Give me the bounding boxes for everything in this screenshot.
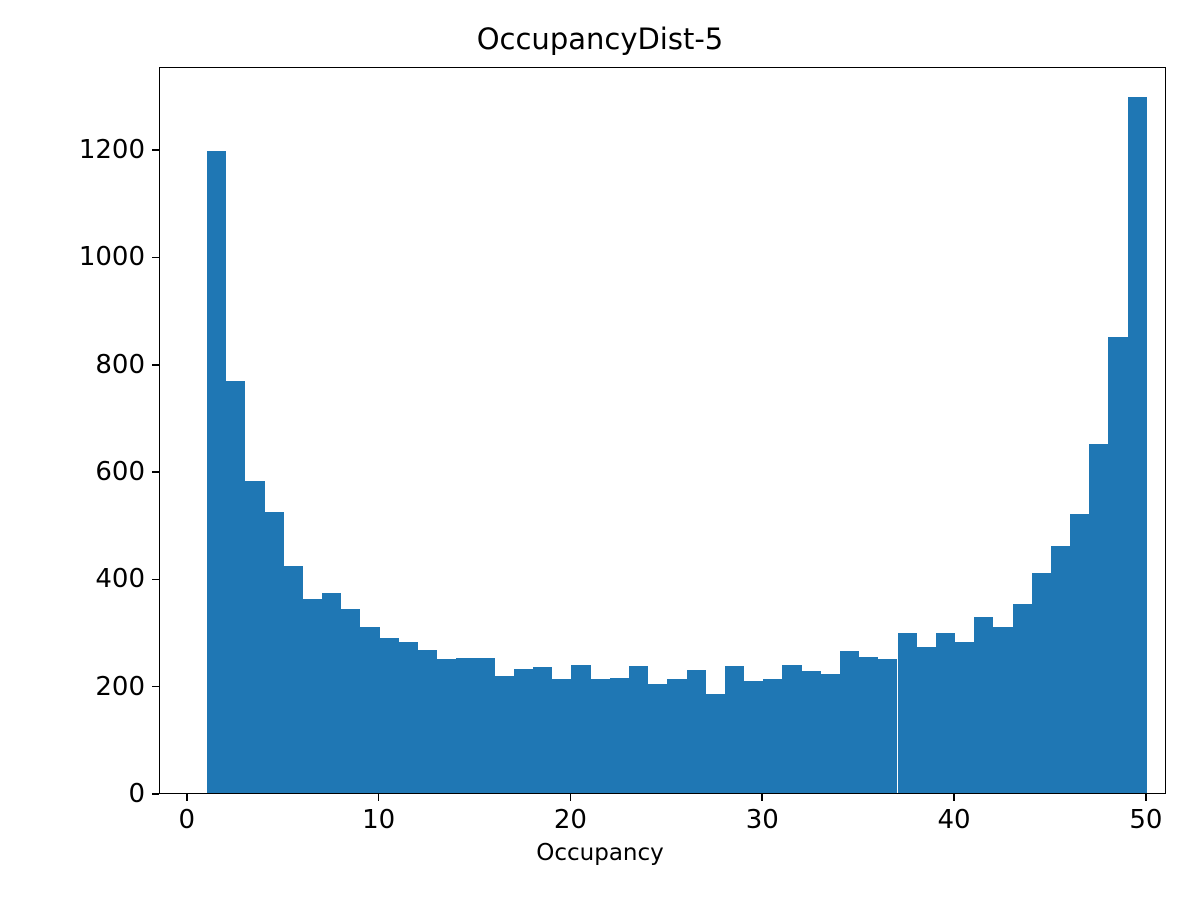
chart-title: OccupancyDist-5 [476, 22, 724, 56]
histogram-bar [801, 670, 821, 793]
x-tick-mark [186, 794, 188, 801]
histogram-bar [341, 608, 361, 793]
histogram-bar [322, 593, 342, 793]
y-tick-label: 1200 [78, 135, 145, 166]
x-tick-label: 50 [1129, 805, 1163, 835]
x-axis-label: Occupancy [536, 840, 664, 866]
histogram-bar [1012, 604, 1032, 793]
histogram-bar [763, 679, 783, 793]
histogram-bar [609, 677, 629, 793]
histogram-bar [859, 657, 879, 793]
y-tick-mark [152, 578, 159, 581]
y-tick-label: 1000 [78, 242, 145, 273]
x-tick-label: 40 [937, 805, 971, 835]
x-tick-mark [1145, 794, 1147, 801]
histogram-bar [398, 642, 418, 793]
histogram-bar [360, 626, 380, 793]
histogram-bar [686, 670, 706, 793]
histogram-bar [283, 565, 303, 793]
histogram-bar [782, 665, 802, 793]
histogram-bar [302, 598, 323, 793]
y-tick-label: 0 [128, 779, 145, 809]
x-tick-label: 20 [553, 805, 587, 835]
histogram-bar [1031, 573, 1051, 793]
histogram-bar [1050, 546, 1071, 793]
histogram-bar [744, 680, 764, 793]
histogram-bar [437, 659, 457, 793]
histogram-bars [160, 68, 1165, 793]
histogram-bar [533, 667, 553, 793]
x-tick-label: 0 [178, 805, 196, 835]
histogram-bar [667, 679, 687, 793]
histogram-bar [628, 666, 649, 793]
plot-area [159, 67, 1166, 794]
y-tick-label: 600 [95, 457, 145, 488]
histogram-bar [417, 649, 438, 793]
histogram-bar [590, 678, 610, 793]
y-tick-mark [152, 256, 159, 259]
x-tick-mark [377, 794, 380, 801]
histogram-bar [264, 512, 284, 793]
histogram-bar [552, 678, 572, 793]
x-tick-mark [953, 794, 955, 801]
histogram-bar [475, 658, 495, 793]
y-tick-mark [152, 685, 159, 688]
histogram-bar [245, 481, 265, 793]
x-tick-label: 10 [362, 805, 396, 835]
x-tick-mark [569, 794, 572, 801]
histogram-bar [1089, 444, 1109, 793]
histogram-bar [878, 659, 898, 793]
y-tick-label: 400 [95, 564, 145, 595]
y-tick-label: 800 [95, 349, 145, 380]
histogram-bar [955, 642, 975, 793]
histogram-bar [1108, 336, 1128, 793]
y-tick-mark [152, 793, 159, 795]
histogram-bar [820, 673, 840, 793]
histogram-bar [724, 666, 745, 793]
histogram-bar [1070, 514, 1090, 793]
histogram-bar [839, 650, 860, 793]
histogram-bar [916, 646, 936, 793]
histogram-bar [494, 675, 514, 793]
histogram-bar [379, 638, 399, 793]
y-tick-label: 200 [95, 671, 145, 702]
histogram-bar [571, 664, 591, 793]
histogram-bar [1127, 97, 1147, 793]
x-tick-label: 30 [745, 805, 779, 835]
histogram-bar [456, 657, 476, 793]
histogram-bar [226, 380, 246, 793]
histogram-bar [974, 617, 994, 793]
histogram-bar [993, 626, 1013, 793]
y-tick-mark [152, 363, 159, 366]
y-tick-mark [152, 149, 159, 151]
histogram-bar [705, 694, 725, 793]
histogram-bar [897, 633, 917, 793]
histogram-bar [935, 633, 956, 793]
x-tick-mark [761, 794, 764, 801]
histogram-bar [513, 669, 534, 793]
y-tick-mark [152, 471, 159, 473]
histogram-bar [648, 683, 668, 793]
histogram-bar [206, 151, 227, 793]
